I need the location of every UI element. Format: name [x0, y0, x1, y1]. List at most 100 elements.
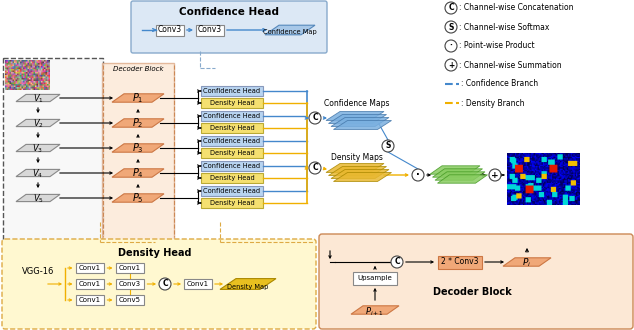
Text: Decoder Block: Decoder Block: [432, 287, 512, 297]
Circle shape: [159, 278, 171, 290]
Text: Density Head: Density Head: [119, 248, 191, 258]
Text: : Point-wise Product: : Point-wise Product: [459, 42, 534, 50]
Bar: [201, 123, 263, 133]
Circle shape: [445, 2, 457, 14]
Polygon shape: [328, 167, 387, 176]
Bar: [116, 279, 144, 289]
Polygon shape: [112, 169, 164, 177]
Text: : Density Branch: : Density Branch: [461, 98, 524, 108]
Bar: [116, 263, 144, 273]
Circle shape: [445, 40, 457, 52]
Bar: [76, 279, 104, 289]
Text: $P_1$: $P_1$: [133, 92, 144, 105]
Text: VGG-16: VGG-16: [22, 268, 54, 277]
Bar: [201, 161, 263, 171]
Polygon shape: [112, 94, 164, 102]
Polygon shape: [503, 258, 551, 266]
Text: Density Head: Density Head: [210, 100, 254, 106]
Text: $V_4$: $V_4$: [32, 167, 44, 180]
Text: Density Head: Density Head: [210, 125, 254, 131]
Polygon shape: [432, 169, 482, 177]
Circle shape: [445, 21, 457, 33]
Text: ·: ·: [416, 170, 420, 180]
Text: C: C: [162, 280, 168, 288]
Text: Confidence Maps: Confidence Maps: [324, 98, 390, 108]
Text: Confidence Head: Confidence Head: [204, 88, 261, 94]
Bar: [201, 198, 263, 208]
Text: Conv1: Conv1: [119, 265, 141, 271]
Text: Density Maps: Density Maps: [331, 152, 383, 161]
Text: Confidence Head: Confidence Head: [204, 138, 261, 144]
Bar: [201, 173, 263, 183]
Polygon shape: [351, 306, 399, 314]
Circle shape: [309, 112, 321, 124]
Text: Conv1: Conv1: [187, 281, 209, 287]
Polygon shape: [16, 145, 60, 151]
Polygon shape: [112, 194, 164, 202]
Text: $P_3$: $P_3$: [132, 142, 144, 155]
Bar: [201, 111, 263, 121]
Text: Confidence Head: Confidence Head: [204, 113, 261, 119]
Text: C: C: [312, 163, 318, 173]
Circle shape: [382, 140, 394, 152]
Polygon shape: [16, 194, 60, 202]
Polygon shape: [435, 172, 485, 180]
Text: Conv1: Conv1: [79, 297, 101, 303]
Polygon shape: [430, 166, 480, 174]
Bar: [76, 263, 104, 273]
Text: Conv3: Conv3: [198, 25, 222, 35]
Polygon shape: [331, 170, 389, 179]
Bar: [201, 186, 263, 196]
Polygon shape: [265, 25, 315, 35]
Polygon shape: [331, 117, 389, 126]
Text: Decoder Block: Decoder Block: [113, 66, 163, 72]
Text: C: C: [448, 4, 454, 13]
Text: $P_2$: $P_2$: [133, 116, 144, 130]
Text: : Channel-wise Concatenation: : Channel-wise Concatenation: [459, 4, 574, 13]
Bar: [3, 58, 103, 266]
Text: Conv3: Conv3: [119, 281, 141, 287]
Text: Density Head: Density Head: [210, 150, 254, 156]
Text: $V_3$: $V_3$: [32, 142, 44, 155]
Bar: [184, 279, 212, 289]
Text: +: +: [448, 60, 454, 70]
Polygon shape: [326, 112, 384, 120]
Text: $V_2$: $V_2$: [32, 117, 44, 130]
Text: 2 * Conv3: 2 * Conv3: [441, 257, 479, 267]
Polygon shape: [333, 120, 392, 129]
Circle shape: [391, 256, 403, 268]
Bar: [353, 272, 397, 284]
Bar: [76, 295, 104, 305]
Circle shape: [412, 169, 424, 181]
Bar: [201, 98, 263, 108]
FancyBboxPatch shape: [319, 234, 633, 329]
Text: $P_{i+1}$: $P_{i+1}$: [365, 306, 384, 318]
Circle shape: [309, 162, 321, 174]
Text: Confidence Head: Confidence Head: [204, 188, 261, 194]
Text: : Channel-wise Summation: : Channel-wise Summation: [459, 60, 562, 70]
Polygon shape: [16, 169, 60, 177]
Bar: [201, 136, 263, 146]
Polygon shape: [16, 94, 60, 102]
Text: $P_5$: $P_5$: [132, 192, 144, 205]
Text: S: S: [385, 142, 391, 150]
Text: $V_1$: $V_1$: [32, 92, 43, 105]
Text: Confidence Head: Confidence Head: [179, 7, 279, 17]
Text: Conv5: Conv5: [119, 297, 141, 303]
Text: C: C: [394, 257, 400, 267]
Text: Confidence Head: Confidence Head: [204, 163, 261, 169]
Polygon shape: [112, 144, 164, 152]
Text: $P_4$: $P_4$: [132, 167, 144, 181]
Polygon shape: [326, 163, 384, 173]
Text: Upsample: Upsample: [358, 275, 392, 281]
Text: C: C: [312, 114, 318, 122]
Text: Conv1: Conv1: [79, 281, 101, 287]
FancyBboxPatch shape: [131, 1, 327, 53]
Bar: [116, 295, 144, 305]
Polygon shape: [333, 173, 392, 182]
Text: Density Map: Density Map: [228, 284, 269, 290]
Text: Conv1: Conv1: [79, 265, 101, 271]
Bar: [102, 63, 174, 271]
Polygon shape: [437, 175, 488, 183]
Bar: [438, 255, 482, 269]
